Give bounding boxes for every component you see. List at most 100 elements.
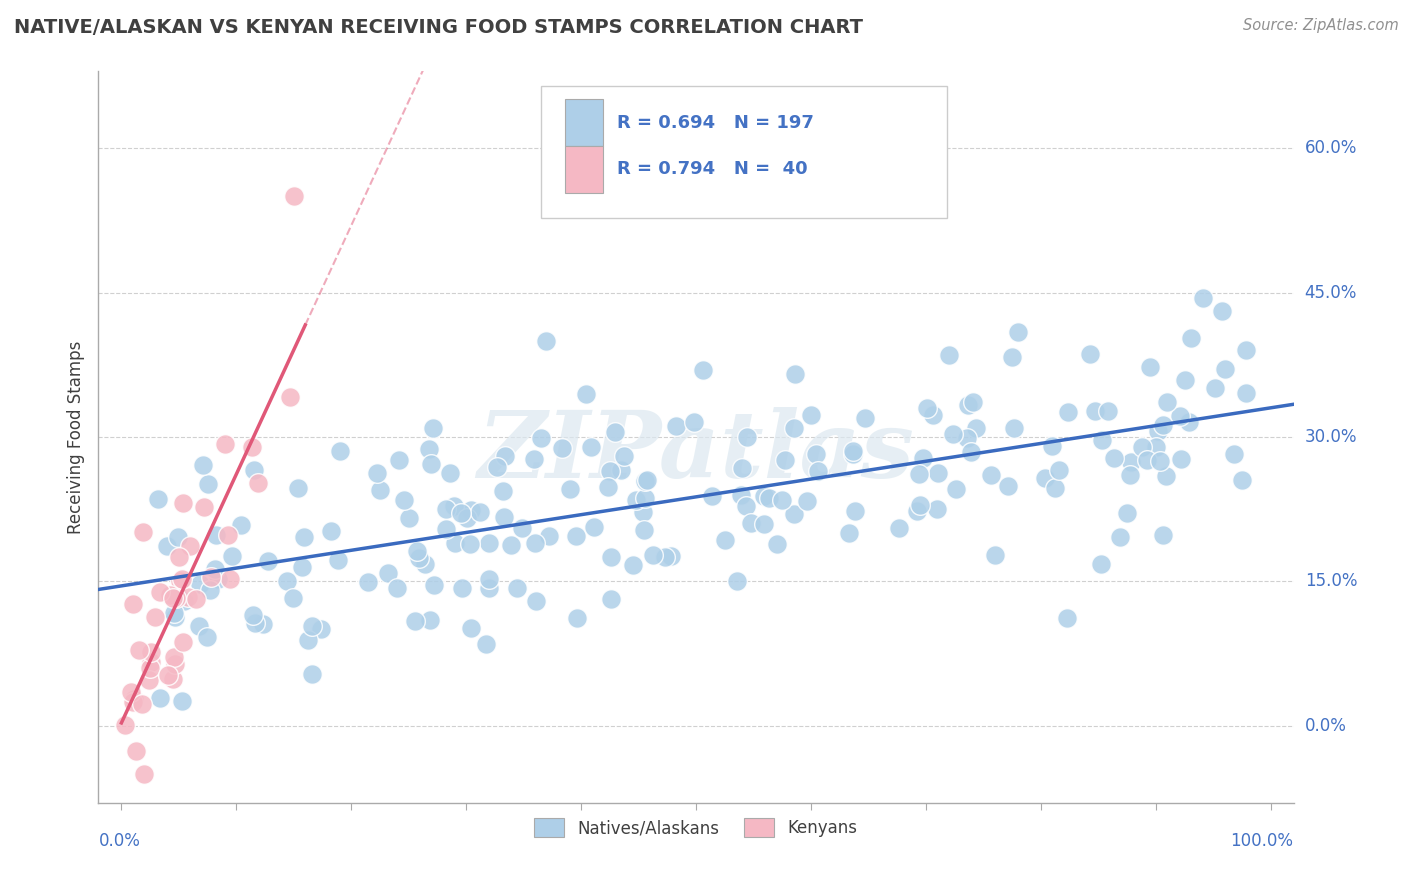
Point [908,498,931,512]
Point [582,519,605,533]
Point [838,526,860,541]
Point [962,395,984,409]
Point [114,717,136,731]
Point [149,690,172,705]
Point [984,548,1007,562]
FancyBboxPatch shape [541,86,948,218]
Point [599,549,621,564]
Point [579,440,602,454]
Point [510,521,533,535]
Text: R = 0.694   N = 197: R = 0.694 N = 197 [617,113,814,131]
Point [132,524,155,539]
Point [157,667,180,681]
Point [139,655,162,669]
Point [291,560,314,574]
Text: 30.0%: 30.0% [1305,428,1357,446]
Point [980,467,1002,482]
Point [439,466,461,480]
Point [120,685,142,699]
Point [184,592,207,607]
Point [173,593,195,607]
Point [377,566,399,580]
Point [329,443,352,458]
Point [404,614,426,628]
Point [1149,454,1171,468]
Point [1121,455,1143,469]
Point [1147,425,1170,439]
Point [125,744,148,758]
Point [683,415,706,429]
Point [1152,417,1174,432]
Point [613,449,636,463]
Point [1168,409,1191,424]
Point [633,524,655,538]
Point [252,617,274,632]
Point [388,452,411,467]
Point [443,500,465,514]
Point [1154,469,1177,483]
Point [492,483,515,498]
Point [550,442,572,456]
Point [207,573,229,587]
Point [257,554,280,568]
Point [450,506,472,520]
Point [172,572,194,586]
Point [204,527,226,541]
Point [785,367,807,381]
Point [575,387,598,401]
Point [292,529,315,543]
Point [460,621,482,635]
Point [1040,439,1063,453]
Text: NATIVE/ALASKAN VS KENYAN RECEIVING FOOD STAMPS CORRELATION CHART: NATIVE/ALASKAN VS KENYAN RECEIVING FOOD … [14,18,863,37]
Point [942,427,965,442]
Point [1223,447,1246,461]
Point [1007,325,1029,339]
Point [494,449,516,463]
Point [494,510,516,524]
Point [1230,473,1253,487]
Point [523,452,546,467]
Point [1204,381,1226,395]
Text: 45.0%: 45.0% [1305,284,1357,301]
Point [1116,506,1139,520]
Point [243,615,266,630]
Point [156,539,179,553]
Point [773,453,796,467]
Point [138,673,160,687]
Point [1192,291,1215,305]
Point [460,503,482,517]
Point [643,548,665,562]
Point [740,516,762,531]
Point [419,613,441,627]
Text: 0.0%: 0.0% [1305,717,1347,735]
Point [163,649,186,664]
Point [478,572,501,586]
Point [281,591,304,606]
Point [752,489,775,503]
Point [713,533,735,547]
Point [143,609,166,624]
Point [565,529,588,543]
Point [214,437,236,451]
Point [654,549,676,564]
Point [162,591,184,606]
Point [423,577,446,591]
Point [200,570,222,584]
Point [758,491,780,505]
Point [311,622,333,636]
Point [1136,452,1159,467]
Point [169,574,191,589]
Point [599,592,621,607]
Point [385,581,408,595]
Point [167,549,190,564]
Point [1001,350,1024,364]
Point [737,429,759,443]
Point [163,657,186,671]
Point [735,499,758,513]
Point [167,530,190,544]
Point [1108,531,1130,545]
Point [356,574,378,589]
Point [456,510,478,524]
Point [177,590,200,604]
Point [197,477,219,491]
